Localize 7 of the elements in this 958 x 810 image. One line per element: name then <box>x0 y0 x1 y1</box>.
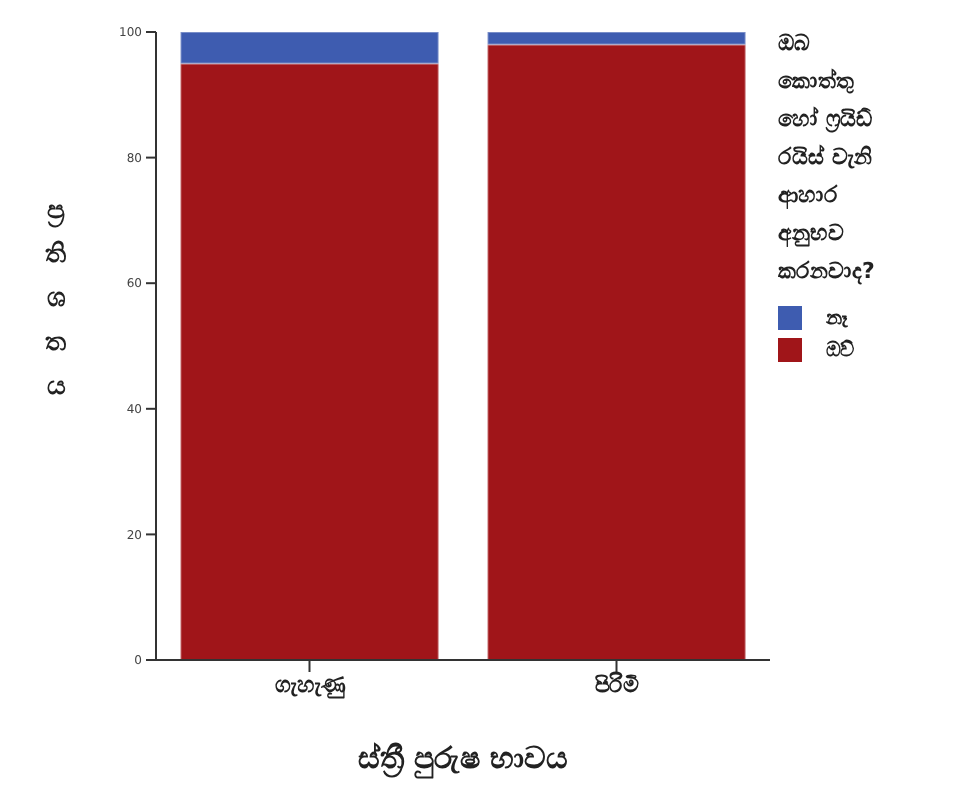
legend-label: නෑ <box>826 307 848 329</box>
x-tick-label: ගැහැණු <box>274 671 347 700</box>
x-tick-label: පිරිමි <box>594 669 639 698</box>
x-axis-title: ස්ත්‍රී පුරුෂ භාවය <box>357 740 569 780</box>
legend-title: ඔබ කොත්තු හෝ ෆ්‍රයිඩ් රයිස් වැනි ආහාර අනුභව කරනවාද? <box>778 28 877 289</box>
text: ඔව් <box>826 339 854 361</box>
y-axis-title: ප්‍ර ති ශ ත ය <box>45 196 67 402</box>
